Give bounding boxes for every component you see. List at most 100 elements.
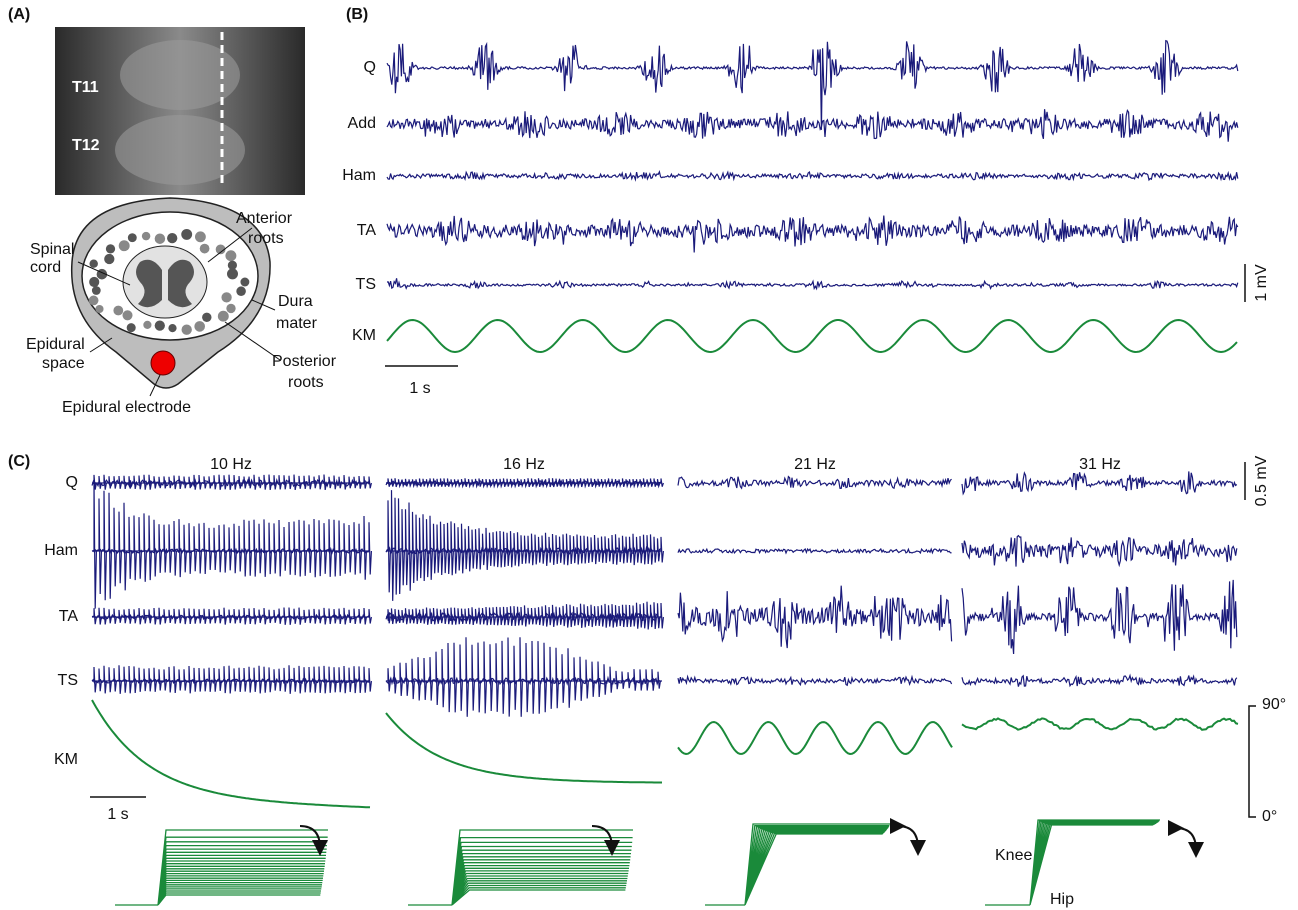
channel-label: TS [356,276,376,293]
nerve-root [202,313,211,322]
anatomy-label: mater [276,315,318,332]
angle-label: 90° [1262,696,1286,713]
nerve-root [119,240,130,251]
emg-trace [387,172,1238,180]
emg-trace [678,549,952,553]
vertebra [115,115,245,185]
nerve-root [104,254,114,264]
nerve-root [227,268,238,279]
vertebra-label: T11 [72,79,99,96]
emg-trace [92,481,371,609]
nerve-root [221,292,231,302]
amplitude-scale-label: 1 mV [1253,264,1270,302]
nerve-root [142,232,150,240]
emg-trace [962,536,1237,567]
nerve-root [127,323,136,332]
angle-label: 0° [1262,808,1277,825]
nerve-root [200,244,210,254]
epidural-electrode [151,351,175,375]
time-scale-label: 1 s [107,806,128,823]
knee-angle-trace [387,320,1237,352]
anatomy-label: Epidural electrode [62,399,191,416]
anatomy-label: Epidural [26,336,85,353]
channel-label: KM [54,751,78,768]
nerve-root [122,310,132,320]
nerve-root [113,306,123,316]
channel-label: Ham [342,167,376,184]
emg-trace [678,477,952,489]
panel-label: (B) [346,6,368,23]
nerve-root [128,233,137,242]
nerve-root [89,259,97,267]
anatomy-label: Posterior [272,353,337,370]
amplitude-scale-label: 0.5 mV [1253,455,1270,506]
emg-trace [386,490,663,601]
channel-label: TA [59,608,79,625]
anatomy-label: roots [288,374,324,391]
frequency-label: 10 Hz [210,456,252,473]
nerve-root [89,277,99,287]
nerve-root [106,244,115,253]
emg-trace [387,278,1238,288]
frequency-label: 21 Hz [794,456,836,473]
emg-trace [92,475,371,490]
emg-trace [678,677,952,686]
stick-diagram [408,830,633,905]
nerve-root [182,325,192,335]
figure: (A) T11 T12 Spinal cord Anterior roots D… [0,0,1298,910]
nerve-root [92,286,101,295]
nerve-root [181,229,192,240]
channel-label: Q [66,474,78,491]
nerve-root [226,304,235,313]
stick-diagram [115,830,328,905]
anatomy-label: roots [248,230,284,247]
time-scale-label: 1 s [409,380,430,397]
anatomy-label: Dura [278,293,313,310]
knee-angle-trace [962,718,1238,729]
emg-trace [962,676,1237,687]
figure-content: (A) T11 T12 Spinal cord Anterior roots D… [8,6,1286,908]
channel-label: Ham [44,542,78,559]
channel-label: TS [58,672,78,689]
emg-trace [962,471,1237,493]
channel-label: KM [352,327,376,344]
anatomy-label: cord [30,259,61,276]
knee-angle-trace [386,713,662,783]
anatomy-label: Spinal [30,241,74,258]
vertebra-label: T12 [72,137,100,154]
emg-trace [678,586,952,648]
knee-angle-trace [92,700,370,807]
nerve-root [240,278,249,287]
frequency-label: 31 Hz [1079,456,1121,473]
nerve-root [225,250,236,261]
emg-trace [962,580,1237,654]
emg-trace [386,602,663,630]
spinal-cord [123,246,207,318]
panel-label: (C) [8,453,30,470]
anatomy-label: Anterior [236,210,293,227]
nerve-root [195,231,206,242]
motion-arrow [898,826,918,848]
nerve-root [95,305,103,313]
nerve-root [143,321,151,329]
nerve-root [167,233,177,243]
joint-label: Knee [995,847,1032,864]
nerve-root [194,321,205,332]
nerve-root [155,320,165,330]
angle-scale-bar [1249,706,1256,817]
anatomy-label: space [42,355,85,372]
nerve-root [89,296,99,306]
channel-label: Q [364,59,376,76]
emg-trace [387,109,1238,142]
knee-angle-trace [678,722,952,754]
stick-diagram [705,824,890,905]
nerve-root [236,286,246,296]
panel-label: (A) [8,6,30,23]
nerve-root [218,311,229,322]
frequency-label: 16 Hz [503,456,545,473]
emg-trace [386,637,662,717]
emg-trace [387,216,1238,253]
channel-label: Add [348,115,376,132]
joint-label: Hip [1050,891,1074,908]
nerve-root [168,324,176,332]
